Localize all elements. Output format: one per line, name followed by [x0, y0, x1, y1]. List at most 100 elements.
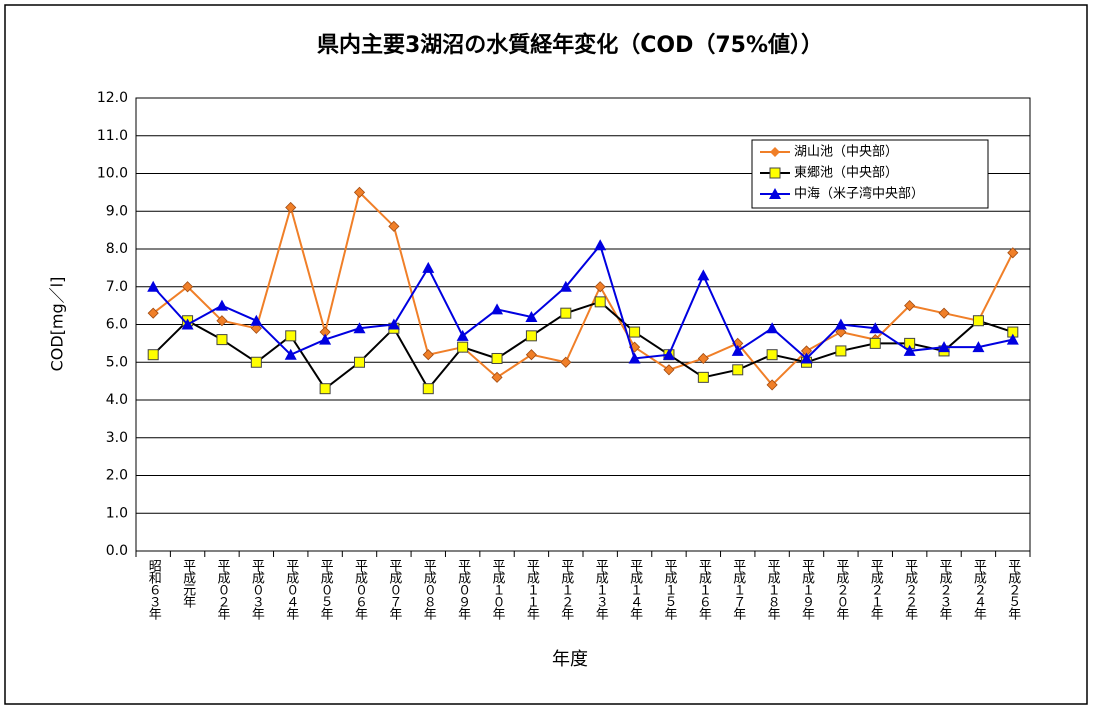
marker: [869, 322, 882, 334]
marker: [250, 322, 262, 334]
marker: [732, 364, 744, 376]
x-tick-label: 平成１９年: [799, 559, 815, 620]
x-tick-label: 平成２０年: [833, 559, 849, 620]
x-tick-label: 昭和６３年: [146, 559, 162, 620]
marker: [319, 383, 331, 395]
y-axis-label: COD[mg／l]: [48, 277, 67, 372]
marker: [353, 186, 366, 198]
x-tick-label: 平成０６年: [352, 559, 368, 620]
y-tick-label: 4.0: [106, 392, 128, 408]
marker: [422, 383, 434, 395]
x-tick-label: 平成０４年: [283, 559, 299, 620]
y-tick-label: 6.0: [106, 317, 128, 333]
marker: [353, 322, 366, 334]
marker: [250, 314, 263, 326]
legend-box: [751, 139, 989, 209]
legend-label: 中海（米子湾中央部）: [794, 186, 924, 202]
x-tick-label: 平成２１年: [868, 559, 884, 620]
x-tick-label: 平成１７年: [730, 559, 746, 620]
marker: [491, 303, 504, 315]
marker: [422, 261, 435, 273]
x-tick-label: 平成０７年: [386, 559, 402, 620]
marker: [972, 341, 985, 353]
marker: [594, 239, 607, 251]
x-tick-label: 平成０２年: [214, 559, 230, 620]
marker: [491, 371, 503, 383]
marker: [250, 356, 262, 368]
marker: [903, 344, 916, 356]
marker: [629, 326, 641, 338]
series-line: [152, 190, 1014, 387]
marker: [594, 281, 606, 293]
x-tick-label: 平成０８年: [421, 559, 437, 620]
marker: [216, 315, 228, 327]
y-tick-label: 1.0: [106, 505, 128, 521]
marker: [628, 352, 641, 364]
y-tick-label: 5.0: [106, 354, 128, 370]
marker: [147, 280, 160, 292]
x-tick-label: 平成２３年: [937, 559, 953, 620]
y-tick-label: 11.0: [97, 128, 128, 144]
series-line: [152, 243, 1014, 360]
marker: [422, 349, 434, 361]
marker: [181, 318, 194, 330]
marker: [491, 352, 503, 364]
marker: [697, 352, 709, 365]
y-tick-label: 2.0: [106, 468, 128, 484]
x-tick-label: 平成元年: [180, 559, 196, 608]
y-tick-label: 3.0: [106, 430, 128, 446]
marker: [525, 349, 537, 361]
marker: [835, 345, 847, 357]
marker: [147, 307, 159, 319]
x-tick-label: 平成１６年: [696, 559, 712, 620]
x-tick-label: 平成１１年: [524, 559, 540, 620]
marker: [560, 356, 572, 368]
series-line: [152, 300, 1014, 391]
marker: [387, 318, 400, 330]
marker: [731, 344, 744, 356]
legend-marker: [770, 147, 780, 157]
x-tick-label: 平成０３年: [249, 559, 265, 620]
y-tick-label: 12.0: [97, 90, 128, 106]
marker: [834, 318, 847, 330]
marker: [972, 315, 984, 327]
x-tick-label: 平成０５年: [318, 559, 334, 620]
y-tick-label: 8.0: [106, 241, 128, 257]
x-tick-label: 平成１０年: [490, 559, 506, 620]
marker: [525, 310, 538, 322]
marker: [525, 330, 537, 342]
y-tick-label: 0.0: [106, 543, 128, 559]
marker: [285, 201, 297, 214]
chart-title: 県内主要3湖沼の水質経年変化（COD（75%値））: [317, 32, 823, 58]
x-tick-label: 平成２５年: [1005, 559, 1021, 620]
marker: [904, 300, 916, 312]
marker: [354, 356, 365, 368]
marker: [766, 379, 778, 391]
marker: [388, 220, 400, 232]
marker: [938, 307, 950, 319]
marker: [215, 299, 228, 311]
marker: [697, 269, 710, 281]
legend-marker: [769, 167, 781, 179]
y-tick-label: 9.0: [106, 203, 128, 219]
marker: [285, 330, 297, 342]
marker: [766, 322, 779, 334]
marker: [1007, 247, 1019, 259]
x-tick-label: 平成０９年: [455, 559, 471, 620]
marker: [457, 341, 469, 353]
marker: [147, 349, 159, 361]
marker: [662, 348, 675, 360]
marker: [663, 364, 675, 376]
marker: [216, 334, 228, 346]
y-tick-label: 7.0: [106, 279, 128, 295]
legend-label: 東郷池（中央部）: [794, 165, 898, 181]
marker: [560, 307, 572, 319]
marker: [456, 329, 469, 341]
marker: [766, 349, 778, 361]
marker: [319, 333, 332, 345]
x-tick-label: 平成２４年: [971, 559, 987, 620]
x-tick-label: 平成１２年: [558, 559, 574, 620]
x-tick-label: 平成１５年: [661, 559, 677, 620]
x-axis-label: 年度: [552, 649, 588, 670]
